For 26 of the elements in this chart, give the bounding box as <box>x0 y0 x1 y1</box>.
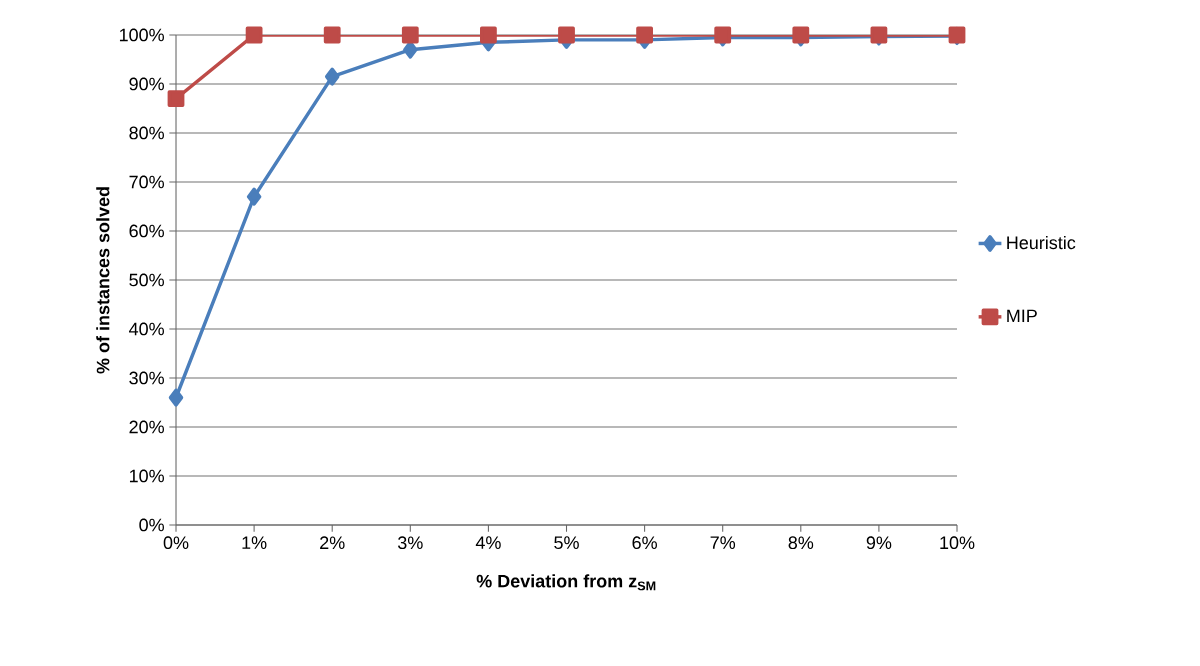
x-tick-label: 5% <box>554 536 579 550</box>
x-tick-label: 9% <box>866 536 892 550</box>
y-tick-label: 60% <box>129 224 164 238</box>
y-tick-label: 50% <box>129 273 164 287</box>
y-tick-label: 0% <box>139 518 164 532</box>
y-tick-label: 30% <box>129 371 164 385</box>
y-tick-label: 40% <box>129 322 164 336</box>
y-axis-title: % of instances solved <box>96 187 110 374</box>
x-tick-label: 1% <box>242 536 267 549</box>
x-axis-title: % Deviation from z$_{SM}$ <box>476 574 656 591</box>
y-tick-label: 20% <box>129 420 164 434</box>
x-tick-label: 0% <box>163 536 189 550</box>
y-tick-label: 80% <box>129 126 164 140</box>
y-tick-label: 100% <box>119 28 164 42</box>
legend-label: Heuristic <box>1007 235 1076 250</box>
y-tick-label: 70% <box>129 175 164 189</box>
x-tick-label: 6% <box>632 536 657 550</box>
legend-label: MIP <box>1007 309 1037 323</box>
x-tick-label: 4% <box>475 536 501 549</box>
x-tick-label: 8% <box>788 536 814 550</box>
y-tick-label: 10% <box>129 469 164 483</box>
y-tick-label: 90% <box>129 77 164 91</box>
x-tick-label: 7% <box>710 536 736 549</box>
x-tick-label: 2% <box>320 536 345 550</box>
x-tick-label: 10% <box>940 536 975 550</box>
x-tick-label: 3% <box>397 536 423 550</box>
